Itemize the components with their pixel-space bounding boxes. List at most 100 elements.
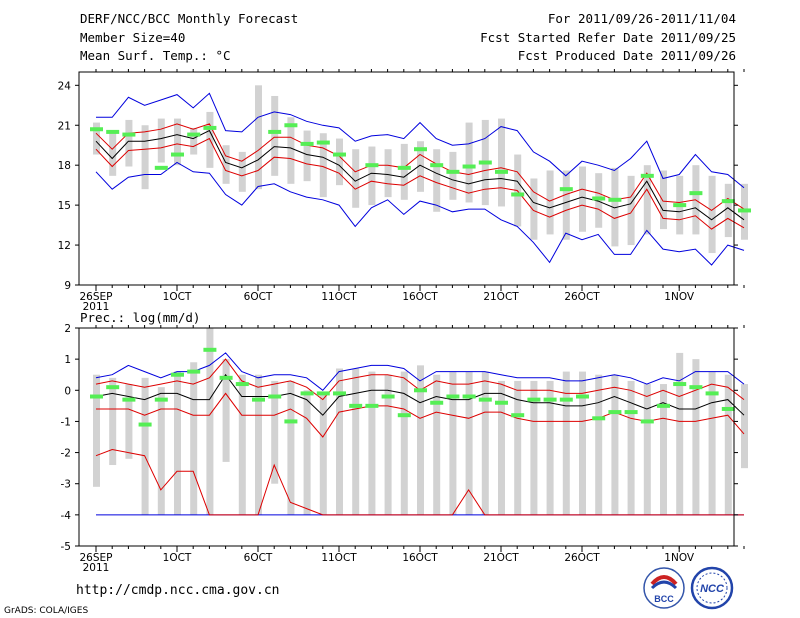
prec-ytick-label: 2	[64, 323, 71, 335]
temp-ytick-label: 24	[58, 80, 72, 92]
prec-max-line	[95, 352, 745, 391]
prec-obs-marker	[268, 394, 282, 399]
prec-spread-bar	[465, 371, 473, 515]
prec-spread-bar	[579, 371, 586, 515]
temp-obs-marker	[689, 191, 703, 196]
temp-obs-marker	[608, 197, 622, 202]
temp-spread-bar	[579, 166, 586, 232]
prec-spread-bar	[627, 380, 635, 515]
prec-ytick-label: -2	[61, 448, 71, 460]
temp-spread-bar	[271, 95, 279, 176]
temp-obs-marker	[300, 141, 314, 146]
prec-spread-bar	[530, 380, 538, 515]
prec-spread-bar	[595, 374, 603, 515]
temp-spread-bar	[449, 151, 457, 200]
temp-obs-marker	[462, 164, 476, 169]
temp-obs-marker	[268, 129, 282, 134]
temp-obs-marker	[90, 127, 103, 132]
prec-obs-marker	[316, 391, 330, 396]
grads-credit: GrADS: COLA/IGES	[4, 606, 89, 616]
prec-obs-marker	[705, 391, 719, 396]
prec-spread-bar	[676, 352, 684, 515]
prec-obs-marker	[365, 403, 379, 408]
temp-obs-marker	[673, 203, 687, 208]
temp-spread-bar	[384, 149, 392, 198]
temp-spread-bar	[109, 131, 117, 176]
temp-obs-marker	[414, 147, 427, 152]
forecast-produced-date: Fcst Produced Date 2011/09/26	[517, 48, 736, 63]
prec-obs-marker	[608, 410, 622, 415]
temp-obs-marker	[511, 192, 525, 197]
source-url[interactable]: http://cmdp.ncc.cma.gov.cn	[76, 583, 280, 598]
ncc-logo-ring	[690, 566, 734, 610]
forecast-start-date: Fcst Started Refer Date 2011/09/25	[480, 30, 736, 45]
temp-xtick-label: 21OCT	[483, 291, 519, 303]
chart-title: DERF/NCC/BCC Monthly Forecast	[80, 11, 299, 26]
prec-spread-bar	[384, 374, 392, 515]
temp-spread-bar	[174, 118, 181, 166]
prec-spread-bar	[157, 387, 165, 515]
prec-xtick-label: 16OCT	[402, 552, 438, 564]
prec-spread-bar	[93, 374, 100, 487]
prec-spread-bar	[562, 371, 570, 515]
temp-ytick-label: 15	[58, 200, 71, 212]
prec-spread-bar	[319, 393, 327, 515]
prec-spread-bar	[433, 374, 441, 515]
prec-obs-marker	[657, 403, 670, 408]
temp-spread-bar	[660, 170, 667, 230]
temp-spread-bar	[530, 178, 538, 240]
temp-spread-bar	[611, 167, 619, 247]
prec-obs-marker	[689, 385, 703, 390]
prec-ytick-label: -1	[61, 416, 71, 428]
temp-spread-bar	[352, 149, 360, 208]
prec-obs-marker	[349, 403, 363, 408]
temp-obs-marker	[559, 187, 573, 192]
temp-spread-bar	[465, 122, 473, 203]
temp-obs-marker	[106, 129, 120, 134]
prec-spread-bar	[514, 380, 522, 515]
prec-obs-marker	[430, 400, 444, 405]
prec-spread-bar	[660, 384, 667, 515]
temp-spread-bar	[125, 119, 133, 167]
prec-spread-bar	[708, 371, 716, 515]
prec-spread-bar	[174, 371, 181, 515]
prec-obs-marker	[478, 397, 492, 402]
temp-spread-bar	[562, 170, 570, 240]
temp-obs-marker	[738, 208, 751, 213]
prec-xtick-label: 26SEP	[80, 552, 113, 564]
prec-obs-marker	[414, 388, 427, 393]
prec-obs-marker	[397, 413, 411, 418]
prec-obs-marker	[284, 419, 298, 424]
temp-obs-marker	[721, 199, 735, 204]
temp-obs-marker	[592, 196, 606, 201]
prec-spread-bar	[417, 365, 424, 515]
prec-spread-bar	[336, 368, 343, 515]
prec-obs-marker	[171, 372, 184, 377]
bcc-logo-arc	[650, 575, 678, 586]
prec-xtick-label: 6OCT	[244, 552, 273, 564]
prec-spread-bar	[303, 390, 311, 515]
prec-spread-bar	[643, 384, 651, 515]
temp-xtick-label: 16OCT	[402, 291, 438, 303]
prec-spread-bar	[724, 374, 732, 515]
prec-ytick-label: -3	[61, 479, 71, 491]
temp-obs-marker	[430, 163, 444, 168]
temp-spread-bar	[708, 175, 716, 254]
prec-obs-marker	[235, 382, 249, 387]
prec-obs-marker	[300, 391, 314, 396]
temp-obs-marker	[478, 160, 492, 165]
temp-ensemble-mean-line	[95, 129, 745, 221]
temp-frame	[78, 71, 735, 286]
temp-spread-bar	[157, 118, 165, 163]
prec-spread-bar	[692, 359, 700, 515]
prec-obs-marker	[203, 347, 217, 352]
prec-spread-bar	[741, 384, 748, 469]
temp-spread-bar	[498, 118, 505, 207]
prec-spread-bar	[352, 368, 360, 515]
temp-obs-marker	[640, 173, 654, 178]
prec-obs-marker	[138, 422, 152, 427]
prec-obs-marker	[511, 413, 525, 418]
prec-frame	[78, 327, 735, 547]
forecast-period: For 2011/09/26-2011/11/04	[547, 11, 736, 26]
